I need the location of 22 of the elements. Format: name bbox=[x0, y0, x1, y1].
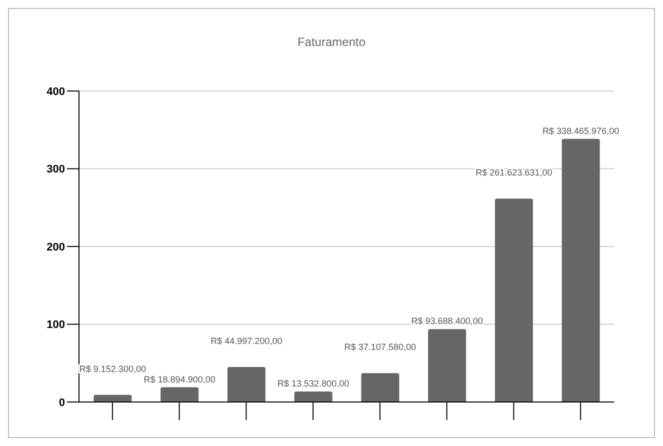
y-tick-label: 200 bbox=[46, 241, 65, 254]
data-label: R$ 13.532.800,00 bbox=[278, 378, 350, 388]
bar bbox=[494, 198, 533, 402]
bar bbox=[562, 138, 600, 402]
bar bbox=[294, 391, 332, 402]
bar bbox=[94, 394, 132, 402]
data-label: R$ 37.107.580,00 bbox=[344, 342, 416, 352]
data-label: R$ 338.465.976,00 bbox=[542, 126, 620, 136]
data-label: R$ 18.894.900,00 bbox=[144, 374, 216, 384]
bar bbox=[160, 387, 199, 402]
data-label: R$ 9.152.300,00 bbox=[79, 364, 146, 374]
data-label: R$ 44.997.200,00 bbox=[210, 336, 282, 346]
bar bbox=[361, 373, 400, 402]
bar bbox=[428, 329, 466, 402]
data-label: R$ 261.623.631,00 bbox=[476, 168, 552, 178]
chart-title: Faturamento bbox=[296, 35, 367, 49]
data-label: R$ 93.688.400,00 bbox=[411, 316, 483, 326]
y-tick-label: 0 bbox=[58, 396, 65, 409]
y-tick-label: 100 bbox=[46, 319, 65, 332]
bar bbox=[227, 367, 266, 402]
y-tick-label: 300 bbox=[46, 164, 65, 176]
y-tick-label: 400 bbox=[46, 86, 65, 98]
